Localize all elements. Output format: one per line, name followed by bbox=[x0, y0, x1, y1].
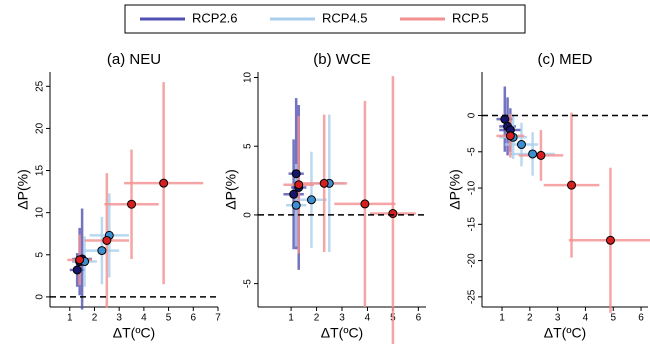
legend-label: RCP.5 bbox=[452, 10, 489, 25]
x-tick-label: 5 bbox=[610, 313, 616, 324]
y-tick-label: 0 bbox=[467, 112, 478, 118]
y-tick-label: -20 bbox=[467, 253, 478, 268]
point bbox=[536, 150, 546, 160]
y-tick-label: 10 bbox=[35, 207, 46, 219]
x-tick-label: 2 bbox=[314, 313, 320, 324]
x-tick-label: 6 bbox=[191, 313, 197, 324]
x-tick-label: 1 bbox=[67, 313, 73, 324]
point bbox=[291, 200, 301, 210]
point bbox=[159, 178, 169, 188]
point bbox=[127, 199, 137, 209]
x-tick-label: 1 bbox=[499, 313, 505, 324]
point bbox=[360, 199, 370, 209]
point bbox=[567, 180, 577, 190]
point bbox=[289, 189, 299, 199]
y-tick-label: 15 bbox=[35, 165, 46, 177]
x-tick-label: 4 bbox=[365, 313, 371, 324]
point bbox=[306, 195, 316, 205]
panel-title: (a) NEU bbox=[107, 51, 161, 68]
x-tick-label: 7 bbox=[215, 313, 221, 324]
x-tick-label: 6 bbox=[416, 313, 422, 324]
y-tick-label: -15 bbox=[467, 217, 478, 232]
y-tick-label: 0 bbox=[35, 294, 46, 300]
x-tick-label: 4 bbox=[583, 313, 589, 324]
y-tick-label: 5 bbox=[35, 252, 46, 258]
y-axis-label: ΔP(%) bbox=[15, 169, 31, 209]
point bbox=[75, 255, 85, 265]
x-tick-label: 1 bbox=[288, 313, 294, 324]
y-tick-label: -5 bbox=[467, 147, 478, 156]
x-tick-label: 3 bbox=[555, 313, 561, 324]
y-tick-label: 0 bbox=[243, 212, 254, 218]
panel-title: (b) WCE bbox=[313, 51, 371, 68]
x-tick-label: 4 bbox=[141, 313, 147, 324]
point bbox=[505, 131, 515, 141]
x-axis-label: ΔT(ºC) bbox=[544, 325, 586, 341]
y-tick-label: -5 bbox=[243, 279, 254, 288]
legend-box bbox=[124, 4, 526, 34]
y-tick-label: 25 bbox=[35, 80, 46, 92]
x-axis-label: ΔT(ºC) bbox=[321, 325, 363, 341]
x-tick-label: 3 bbox=[339, 313, 345, 324]
point bbox=[528, 149, 538, 159]
x-tick-label: 2 bbox=[527, 313, 533, 324]
point bbox=[319, 178, 329, 188]
y-axis-label: ΔP(%) bbox=[447, 169, 463, 209]
x-tick-label: 2 bbox=[92, 313, 98, 324]
point bbox=[294, 180, 304, 190]
legend-label: RCP4.5 bbox=[322, 10, 368, 25]
point bbox=[388, 209, 398, 219]
y-tick-label: 10 bbox=[243, 71, 254, 83]
x-tick-label: 3 bbox=[116, 313, 122, 324]
y-tick-label: -10 bbox=[467, 180, 478, 195]
x-tick-label: 6 bbox=[638, 313, 644, 324]
point bbox=[291, 169, 301, 179]
x-tick-label: 5 bbox=[166, 313, 172, 324]
y-tick-label: 5 bbox=[243, 143, 254, 149]
y-tick-label: 20 bbox=[35, 122, 46, 134]
point bbox=[516, 140, 526, 150]
y-tick-label: -25 bbox=[467, 289, 478, 304]
point bbox=[605, 235, 615, 245]
y-axis-label: ΔP(%) bbox=[223, 169, 239, 209]
legend-label: RCP2.6 bbox=[192, 10, 238, 25]
point bbox=[97, 246, 107, 256]
point bbox=[72, 265, 82, 275]
x-axis-label: ΔT(ºC) bbox=[113, 325, 155, 341]
point bbox=[102, 235, 112, 245]
panel-title: (c) MED bbox=[538, 51, 593, 68]
